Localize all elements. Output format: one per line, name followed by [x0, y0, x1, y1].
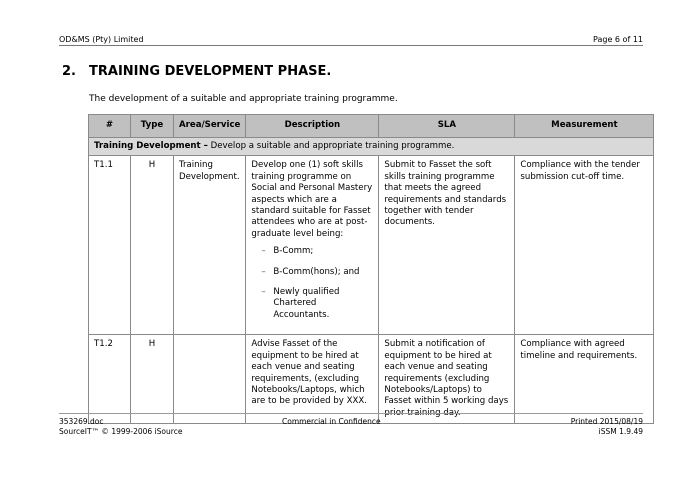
bullet-item: Newly qualified Chartered Accountants.: [261, 287, 373, 321]
footer-printed: Printed 2015/08/19: [570, 417, 643, 426]
section-row-cell: Training Development – Develop a suitabl…: [87, 136, 655, 157]
row-measurement: Compliance with agreed timeline and requ…: [514, 334, 655, 425]
row-description: Advise Fasset of the equipment to be hir…: [245, 334, 380, 425]
description-text: Develop one (1) soft skills training pro…: [251, 160, 373, 239]
row-id: T1.1: [88, 155, 131, 336]
footer-copyright: SourceIT™ © 1999-2006 iSource: [59, 427, 183, 436]
section-row-text: Develop a suitable and appropriate train…: [207, 141, 455, 151]
col-header-type: Type: [130, 114, 174, 138]
section-intro: The development of a suitable and approp…: [89, 94, 398, 104]
row-measurement: Compliance with the tender submission cu…: [514, 155, 655, 336]
section-title: TRAINING DEVELOPMENT PHASE.: [89, 64, 332, 79]
description-bullets: B-Comm; B-Comm(hons); and Newly qualifie…: [251, 246, 373, 321]
footer-file: 353269.doc: [59, 417, 104, 426]
footer-divider: [59, 413, 643, 414]
section-heading: 2. TRAINING DEVELOPMENT PHASE.: [62, 64, 331, 79]
col-header-number: #: [88, 114, 131, 138]
footer-confidentiality: Commercial in Confidence: [282, 417, 381, 426]
col-header-measurement: Measurement: [514, 114, 655, 138]
row-sla: Submit to Fasset the soft skills trainin…: [378, 155, 516, 336]
requirements-table: # Type Area/Service Description SLA Meas…: [87, 114, 655, 425]
row-type: H: [130, 334, 174, 425]
bullet-item: B-Comm;: [261, 246, 373, 258]
bullet-item: B-Comm(hons); and: [261, 267, 373, 279]
section-row-label: Training Development –: [94, 141, 208, 151]
footer-right: Printed 2015/08/19 iSSM 1.9.49: [571, 417, 643, 437]
row-type: H: [130, 155, 174, 336]
header-divider: [59, 45, 643, 46]
table-header-row: # Type Area/Service Description SLA Meas…: [88, 114, 655, 138]
row-sla: Submit a notification of equipment to be…: [378, 334, 516, 425]
table-row: T1.2 H Advise Fasset of the equipment to…: [88, 334, 655, 425]
col-header-description: Description: [245, 114, 380, 138]
row-area: Training Development.: [172, 155, 247, 336]
row-area: [172, 334, 247, 425]
row-description: Develop one (1) soft skills training pro…: [245, 155, 380, 336]
section-row: Training Development – Develop a suitabl…: [87, 136, 655, 157]
header-page-number: Page 6 of 11: [593, 35, 643, 44]
row-id: T1.2: [88, 334, 131, 425]
table-row: T1.1 H Training Development. Develop one…: [88, 155, 655, 336]
footer-version: iSSM 1.9.49: [598, 427, 643, 436]
section-number: 2.: [62, 64, 76, 79]
footer-left: 353269.doc SourceIT™ © 1999-2006 iSource: [59, 417, 182, 437]
header-company: OD&MS (Pty) Limited: [59, 35, 144, 44]
col-header-area: Area/Service: [172, 114, 247, 138]
col-header-sla: SLA: [378, 114, 516, 138]
